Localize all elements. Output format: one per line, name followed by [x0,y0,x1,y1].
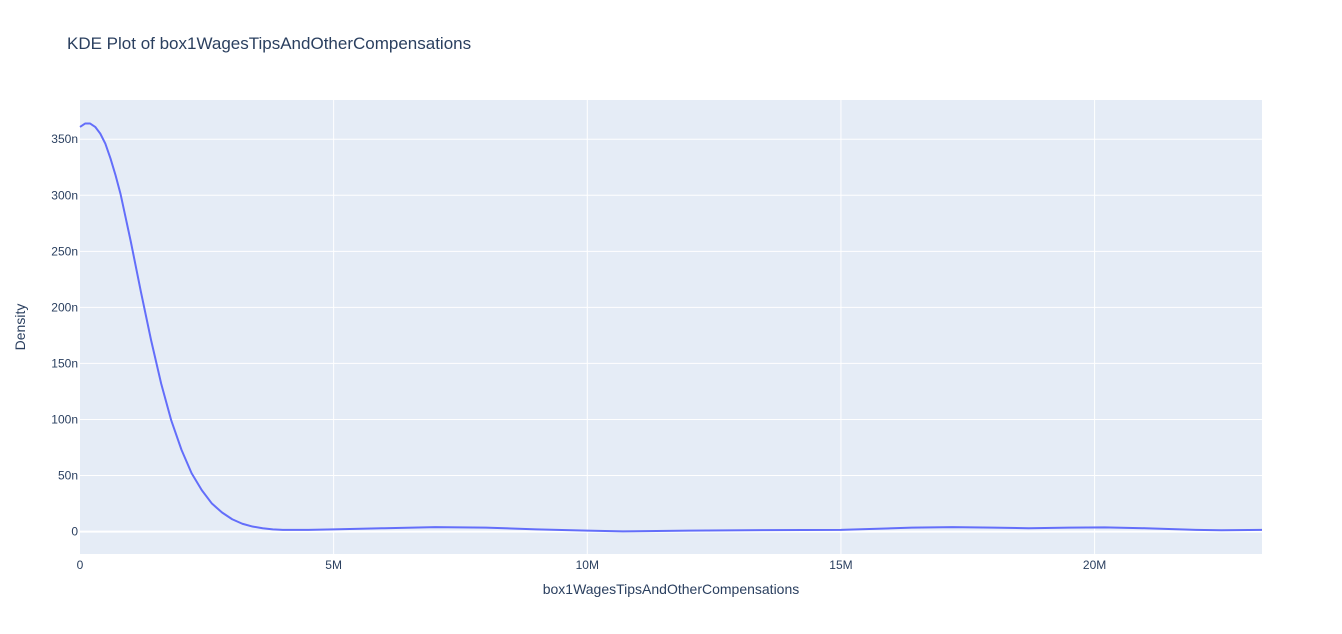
y-tick-label: 300n [51,188,78,202]
y-axis-ticks: 0 50n 100n 150n 200n 250n 300n 350n [51,132,78,538]
chart-title: KDE Plot of box1WagesTipsAndOtherCompens… [67,34,472,53]
y-axis-title: Density [12,303,28,351]
x-tick-label: 0 [77,558,84,572]
kde-density-line [79,122,1263,533]
x-axis-ticks: 0 5M 10M 15M 20M [77,558,1107,572]
x-axis-title: box1WagesTipsAndOtherCompensations [542,581,800,597]
x-tick-label: 5M [325,558,342,572]
y-tick-label: 0 [71,525,78,539]
y-tick-label: 250n [51,244,78,258]
y-tick-label: 350n [51,132,78,146]
x-tick-label: 20M [1083,558,1106,572]
plot-area [80,100,1262,554]
y-tick-label: 150n [51,356,78,370]
x-tick-label: 15M [829,558,852,572]
x-tick-label: 10M [576,558,599,572]
y-tick-label: 200n [51,300,78,314]
y-tick-label: 50n [58,469,78,483]
y-tick-label: 100n [51,412,78,426]
